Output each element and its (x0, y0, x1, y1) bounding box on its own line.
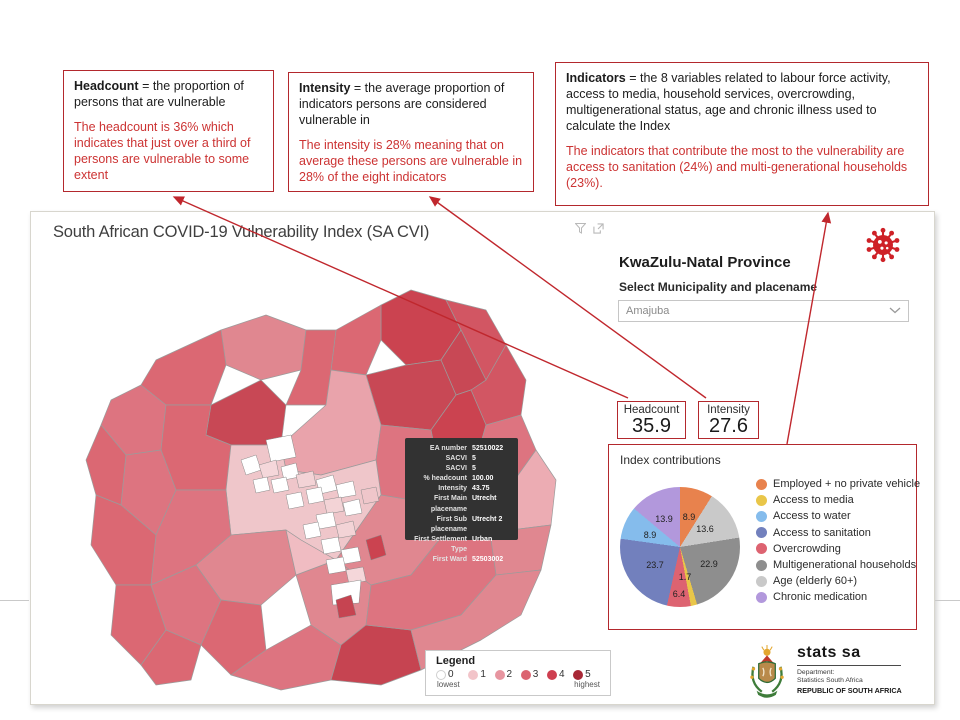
callout-definition: Headcount = the proportion of persons th… (74, 79, 244, 109)
coat-of-arms-icon (746, 644, 788, 703)
slice-value: 13.9 (655, 514, 673, 524)
legend-item: Employed + no private vehicle (756, 476, 920, 492)
legend-swatch (573, 669, 584, 680)
legend-swatch (756, 559, 767, 571)
filter-icon[interactable] (575, 223, 586, 234)
municipality-dropdown[interactable]: Amajuba (618, 300, 909, 322)
province-heading: KwaZulu-Natal Province (619, 254, 791, 271)
legend-item: Multigenerational households (756, 557, 920, 573)
coronavirus-icon (861, 224, 905, 271)
dashboard-panel: South African COVID-19 Vulnerability Ind… (30, 211, 935, 705)
legend-swatch (756, 575, 767, 587)
legend-swatch (520, 669, 531, 680)
pie-chart[interactable]: 8.9 13.6 22.9 1.7 6.4 23.7 8.9 13.9 (620, 487, 740, 607)
chart-title: Index contributions (620, 453, 721, 467)
stats-sa-logo: stats sa Department: Statistics South Af… (746, 644, 902, 703)
guide-line (0, 600, 29, 601)
slice-value: 1.7 (678, 572, 692, 582)
legend-swatch (436, 669, 446, 680)
legend-item: Access to sanitation (756, 525, 920, 541)
legend-swatch (756, 543, 767, 555)
legend-swatch (756, 478, 767, 490)
popout-icon[interactable] (593, 223, 604, 234)
callout-note: The headcount is 36% which indicates tha… (74, 120, 251, 182)
slice-value: 13.6 (696, 524, 714, 534)
legend-swatch (546, 669, 557, 680)
slice-value: 22.9 (700, 559, 718, 569)
logo-brand: stats sa (797, 644, 901, 666)
legend-item: Chronic medication (756, 589, 920, 605)
callout-intensity: Intensity = the average proportion of in… (288, 72, 534, 192)
map-tooltip: EA number 52510022 SACVI 5 SACVI 5 % headco… (405, 438, 518, 563)
legend-item: Age (elderly 60+) (756, 573, 920, 589)
intensity-kpi: Intensity 27.6 (698, 401, 759, 439)
legend-item: Overcrowding (756, 541, 920, 557)
map-legend-item: 1 (468, 669, 486, 689)
dropdown-value: Amajuba (626, 305, 670, 317)
callout-note: The indicators that contribute the most … (566, 144, 908, 190)
legend-item: Access to media (756, 492, 920, 508)
legend-swatch (468, 669, 479, 680)
legend-swatch (756, 527, 767, 539)
chevron-down-icon (889, 305, 901, 317)
legend-swatch (756, 494, 767, 506)
slice-value: 8.9 (643, 530, 657, 540)
legend-swatch (756, 591, 767, 603)
slice-value: 23.7 (646, 560, 664, 570)
callout-definition: Indicators = the 8 variables related to … (566, 71, 891, 133)
map-legend-item: 2 (494, 669, 512, 689)
chart-legend: Employed + no private vehicle Access to … (756, 476, 920, 606)
index-contributions-card: Index contributions 8.9 13.6 22.9 1.7 6.… (608, 444, 920, 630)
slice-value: 8.9 (682, 512, 696, 522)
legend-swatch (494, 669, 505, 680)
slice-value: 6.4 (672, 589, 686, 599)
map-legend-item: 3 (520, 669, 538, 689)
guide-line (935, 600, 960, 601)
headcount-kpi: Headcount 35.9 (617, 401, 686, 439)
legend-item: Access to water (756, 508, 920, 524)
callout-definition: Intensity = the average proportion of in… (299, 81, 505, 127)
map-legend-item: 4 (546, 669, 565, 689)
municipality-selector-label: Select Municipality and placename (619, 280, 818, 294)
callout-note: The intensity is 28% meaning that on ave… (299, 138, 523, 184)
callout-indicators: Indicators = the 8 variables related to … (555, 62, 929, 206)
page-title: South African COVID-19 Vulnerability Ind… (53, 223, 430, 241)
map-legend-item: 0 lowest (436, 669, 460, 689)
map-legend: Legend 0 lowest 1 2 3 4 5 highest (425, 650, 611, 696)
callout-headcount: Headcount = the proportion of persons th… (63, 70, 274, 192)
map-legend-item: 5 highest (573, 669, 600, 689)
legend-swatch (756, 510, 767, 522)
